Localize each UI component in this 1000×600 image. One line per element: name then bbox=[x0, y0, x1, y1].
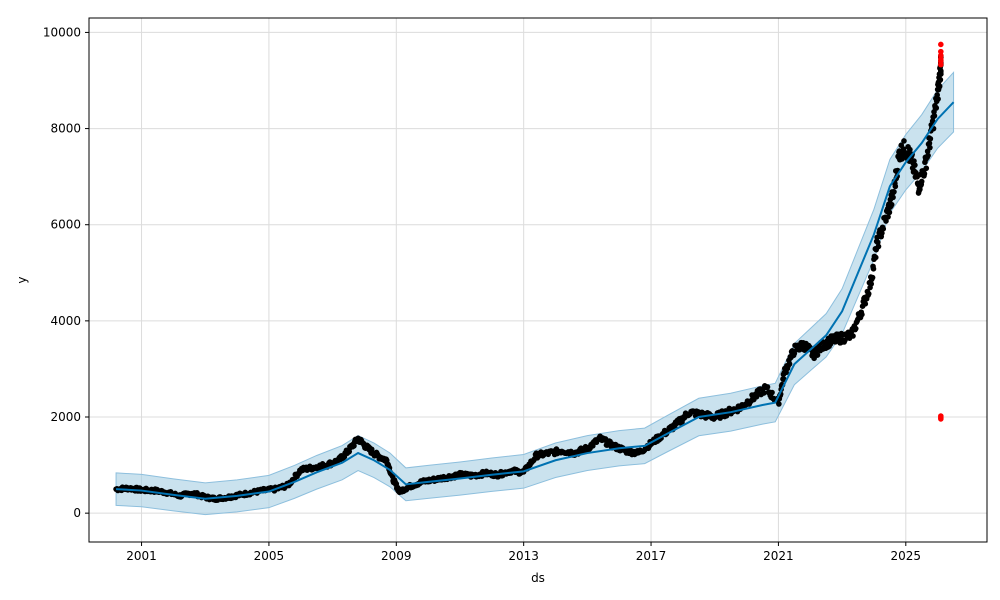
observed-point bbox=[814, 352, 821, 358]
observed-point bbox=[892, 183, 899, 190]
observed-point bbox=[769, 389, 775, 396]
outlier-point bbox=[938, 41, 944, 48]
observed-point bbox=[929, 118, 936, 124]
y-axis-ticks: 0 2000 4000 6000 8000 10000 bbox=[43, 25, 89, 520]
observed-point bbox=[886, 209, 893, 216]
observed-point bbox=[921, 170, 928, 177]
outlier-point bbox=[938, 61, 944, 68]
outlier-points bbox=[938, 41, 944, 422]
y-tick-label: 2000 bbox=[50, 410, 81, 424]
observed-point bbox=[764, 384, 771, 390]
y-tick-label: 4000 bbox=[50, 314, 81, 328]
forecast-line bbox=[116, 101, 955, 500]
x-tick-label: 2001 bbox=[126, 549, 157, 563]
x-axis-label: ds bbox=[531, 571, 545, 585]
x-tick-label: 2017 bbox=[636, 549, 667, 563]
x-tick-label: 2013 bbox=[508, 549, 539, 563]
x-axis-ticks: 2001 2005 2009 2013 2017 2021 2025 bbox=[126, 542, 921, 563]
observed-point bbox=[933, 105, 940, 111]
observed-point bbox=[927, 135, 934, 142]
x-tick-label: 2021 bbox=[763, 549, 794, 563]
observed-point bbox=[890, 194, 896, 201]
x-tick-label: 2005 bbox=[254, 549, 285, 563]
observed-point bbox=[912, 162, 918, 168]
observed-point bbox=[925, 152, 931, 159]
observed-point bbox=[923, 165, 930, 172]
y-tick-label: 8000 bbox=[50, 122, 81, 136]
observed-point bbox=[888, 201, 895, 208]
observed-point bbox=[883, 218, 889, 224]
y-axis-label: y bbox=[15, 276, 29, 283]
observed-point bbox=[786, 361, 793, 367]
observed-point bbox=[872, 254, 879, 261]
observed-point bbox=[869, 274, 876, 281]
observed-point bbox=[346, 448, 353, 455]
observed-point bbox=[901, 138, 907, 144]
observed-point bbox=[936, 83, 943, 90]
observed-point bbox=[351, 443, 357, 449]
observed-point bbox=[761, 390, 767, 396]
observed-point bbox=[891, 189, 897, 195]
y-tick-label: 0 bbox=[73, 506, 81, 520]
observed-point bbox=[907, 146, 913, 153]
outlier-point bbox=[938, 416, 944, 422]
x-tick-label: 2009 bbox=[381, 549, 412, 563]
plot-frame bbox=[88, 17, 988, 543]
observed-point bbox=[937, 76, 944, 83]
observed-point bbox=[850, 333, 856, 339]
observed-point bbox=[935, 96, 941, 102]
forecast-trend-line bbox=[116, 101, 955, 500]
outlier-point bbox=[938, 48, 944, 55]
observed-point bbox=[926, 140, 933, 147]
observed-point bbox=[791, 350, 798, 357]
observed-point bbox=[879, 230, 885, 236]
observed-point bbox=[927, 144, 933, 151]
x-tick-label: 2025 bbox=[891, 549, 922, 563]
observed-point bbox=[862, 301, 869, 307]
observed-point bbox=[859, 311, 865, 318]
observed-point bbox=[870, 266, 877, 272]
observed-point bbox=[918, 178, 925, 185]
observed-point bbox=[931, 113, 938, 119]
observed-point bbox=[776, 401, 782, 407]
observed-point bbox=[885, 214, 891, 220]
y-tick-label: 6000 bbox=[50, 218, 81, 232]
observed-point bbox=[868, 281, 875, 287]
observed-point bbox=[938, 68, 944, 74]
observed-point bbox=[852, 325, 859, 332]
observed-point bbox=[875, 243, 882, 250]
observed-point bbox=[865, 290, 872, 297]
observed-point bbox=[880, 226, 887, 232]
y-tick-label: 10000 bbox=[43, 25, 81, 39]
